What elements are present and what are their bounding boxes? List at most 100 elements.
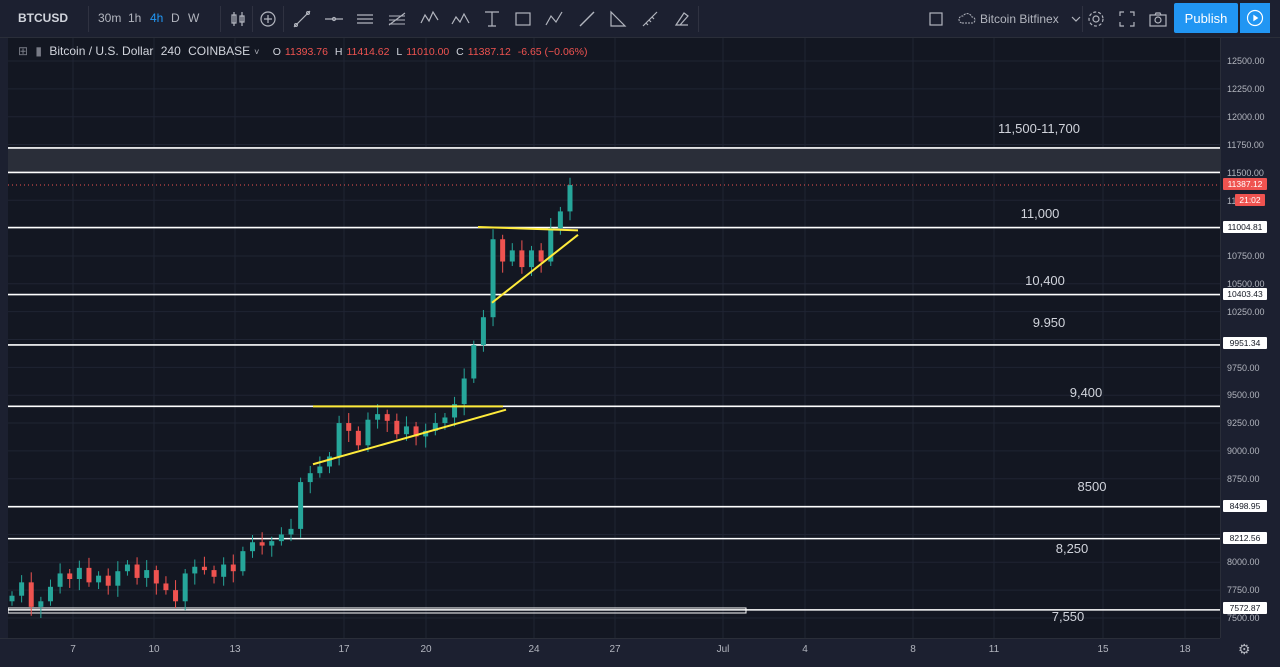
level-tag-9950: 9951.34: [1223, 337, 1267, 349]
candle-body: [423, 430, 429, 437]
price-tick: 9750.00: [1227, 363, 1260, 373]
price-tick: 9250.00: [1227, 418, 1260, 428]
ruler-icon[interactable]: [638, 7, 662, 31]
candle-body: [432, 423, 438, 431]
settings-gear-icon[interactable]: ⚙: [1238, 641, 1251, 657]
candle-body: [480, 317, 486, 346]
time-tick: 17: [338, 644, 350, 655]
countdown-tag: 21:02: [1235, 194, 1265, 206]
candle-body: [375, 414, 381, 420]
symbol-search[interactable]: BTCUSD: [18, 11, 68, 25]
checkbox-icon[interactable]: [924, 7, 948, 31]
play-icon[interactable]: [1240, 3, 1270, 33]
candle-body: [355, 430, 361, 446]
time-axis[interactable]: 7 10 13 17 20 24 27 Jul 4 8 11 15 18: [0, 638, 1220, 667]
time-tick: 11: [988, 644, 1000, 655]
chevron-down-icon[interactable]: [1064, 7, 1088, 31]
chart-pane[interactable]: [8, 38, 1220, 638]
price-tick: 10750.00: [1227, 251, 1265, 261]
candle-body: [221, 564, 227, 577]
publish-button[interactable]: Publish: [1174, 3, 1238, 33]
elliott-wave-icon[interactable]: [449, 7, 473, 31]
forecast-icon[interactable]: [480, 7, 504, 31]
timeframe-1h[interactable]: 1h: [128, 11, 142, 25]
candle-body: [538, 250, 544, 262]
candle-body: [163, 583, 169, 591]
abcd-pattern-icon[interactable]: [543, 7, 567, 31]
pattern-icon[interactable]: [418, 7, 442, 31]
candle-body: [230, 564, 236, 572]
expand-icon[interactable]: ⊞: [18, 44, 29, 58]
camera-icon[interactable]: [1146, 7, 1170, 31]
candle-style-icon[interactable]: [226, 7, 250, 31]
candle-body: [529, 250, 535, 268]
timeframe-4h[interactable]: 4h: [150, 11, 164, 25]
price-axis[interactable]: 12500.00 12250.00 12000.00 11750.00 1150…: [1220, 38, 1280, 638]
price-tick: 8750.00: [1227, 474, 1260, 484]
price-tick: 7500.00: [1227, 613, 1260, 623]
timeframe-30m[interactable]: 30m: [98, 11, 122, 25]
fullscreen-icon[interactable]: [1115, 7, 1139, 31]
level-tag-10400: 10403.43: [1223, 288, 1267, 300]
toolbar-divider: [283, 6, 284, 32]
candle-body: [201, 566, 207, 571]
support-band: [8, 607, 747, 614]
candle-body: [96, 575, 102, 583]
time-tick: 27: [609, 644, 621, 655]
candle-body: [288, 528, 294, 535]
price-tick: 11750.00: [1227, 140, 1264, 150]
top-toolbar: BTCUSD 30m 1h 4h D W: [0, 0, 1280, 38]
legend-exchange[interactable]: COINBASE: [188, 44, 251, 58]
candle-body: [86, 567, 92, 583]
candle-body: [173, 590, 179, 602]
candle-body: [57, 573, 63, 587]
level-label-8250: 8,250: [1055, 541, 1089, 556]
price-tick: 9000.00: [1227, 446, 1260, 456]
candle-body: [394, 420, 400, 435]
toolbar-divider: [698, 6, 699, 32]
candle-body: [490, 239, 496, 318]
candle-body: [336, 423, 342, 457]
price-tick: 8000.00: [1227, 557, 1260, 567]
toolbar-divider: [88, 6, 89, 32]
rectangle-icon[interactable]: [511, 7, 535, 31]
candle-body: [144, 570, 150, 578]
timeframe-d[interactable]: D: [171, 11, 180, 25]
candle-body: [548, 228, 554, 262]
level-label-9950: 9.950: [1032, 315, 1066, 330]
candle-body: [346, 423, 352, 431]
legend-title[interactable]: Bitcoin / U.S. Dollar: [49, 44, 154, 58]
chart-legend: ⊞ ▮ Bitcoin / U.S. Dollar 240 COINBASE ˅ …: [18, 44, 595, 58]
candle-body: [28, 582, 34, 607]
compare-symbol[interactable]: Bitcoin Bitfinex: [980, 12, 1059, 26]
candle-body: [298, 482, 304, 529]
time-tick: 20: [420, 644, 432, 655]
candle-body: [307, 473, 313, 483]
level-label-8500: 8500: [1077, 479, 1107, 494]
brush-icon[interactable]: [575, 7, 599, 31]
measure-icon[interactable]: [606, 7, 630, 31]
chevron-down-icon[interactable]: ˅: [254, 47, 260, 57]
time-tick: 24: [528, 644, 540, 655]
level-tag-7550: 7572.87: [1223, 602, 1267, 614]
timeframe-w[interactable]: W: [188, 11, 200, 25]
horizontal-line-icon[interactable]: [322, 7, 346, 31]
eraser-icon[interactable]: [670, 7, 694, 31]
price-chart[interactable]: [8, 38, 1220, 638]
last-price-tag: 11387.12: [1223, 178, 1267, 190]
candle-body: [115, 571, 121, 586]
indicators-icon[interactable]: [256, 7, 280, 31]
trend-line-icon[interactable]: [290, 7, 314, 31]
candle-body: [567, 184, 573, 212]
fib-retracement-icon[interactable]: [385, 7, 409, 31]
parallel-channel-icon[interactable]: [353, 7, 377, 31]
time-tick: 13: [229, 644, 241, 655]
candle-body: [134, 564, 140, 578]
candle-body: [192, 566, 198, 574]
time-tick: Jul: [716, 644, 730, 655]
price-tick: 7750.00: [1227, 585, 1260, 595]
triangle-support-line: [312, 408, 507, 466]
time-tick: 18: [1179, 644, 1191, 655]
level-label-9400: 9,400: [1069, 385, 1103, 400]
gear-icon[interactable]: [1084, 7, 1108, 31]
